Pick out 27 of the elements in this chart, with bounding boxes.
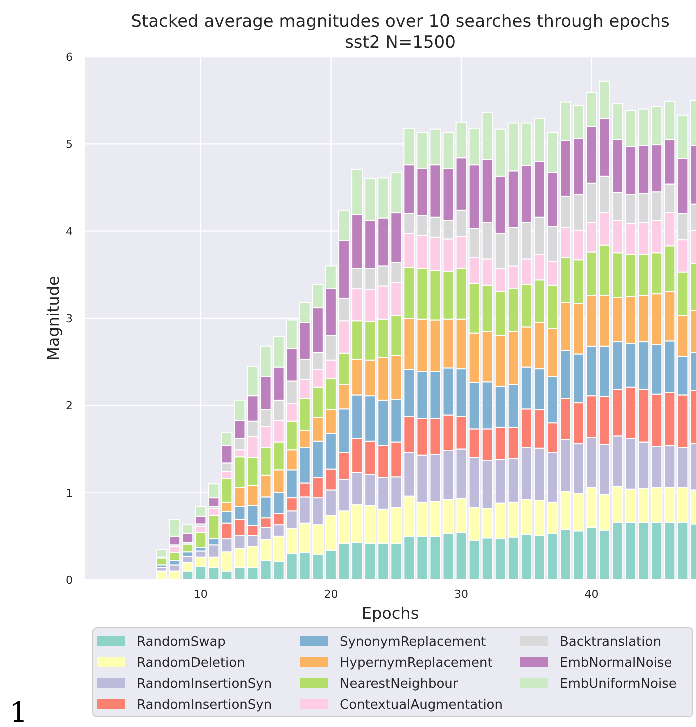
y-tick-label: 2 (66, 400, 73, 413)
chart-subtitle: sst2 N=1500 (345, 33, 456, 53)
y-tick-label: 0 (66, 574, 73, 587)
y-tick-label: 3 (66, 312, 73, 326)
x-axis-title: Epochs (362, 604, 420, 623)
x-tick-label: 40 (584, 588, 599, 601)
legend-label: RandomInsertionSyn (137, 677, 272, 692)
legend-label: RandomInsertionSyn (137, 698, 272, 713)
x-tick-label: 20 (324, 588, 338, 601)
chart-title: Stacked average magnitudes over 10 searches through epochs (131, 12, 670, 32)
legend-label: HypernymReplacement (340, 656, 493, 671)
y-tick-label: 1 (66, 486, 73, 500)
x-tick-label: 30 (454, 588, 468, 601)
legend-label: Backtranslation (560, 635, 662, 650)
legend-label: NearestNeighbour (340, 677, 459, 692)
legend-label: EmbUniformNoise (560, 677, 677, 692)
legend-label: RandomSwap (137, 635, 226, 650)
legend-label: SynonymReplacement (340, 635, 486, 650)
y-tick-label: 6 (66, 51, 73, 64)
x-tick-label: 10 (194, 588, 208, 601)
y-tick-label: 4 (66, 225, 73, 238)
legend-label: RandomDeletion (137, 656, 246, 671)
y-tick-label: 5 (66, 138, 73, 152)
text: 1 (10, 696, 28, 727)
y-axis-title: Magnitude (44, 276, 63, 361)
legend-label: ContextualAugmentation (340, 698, 503, 713)
legend-label: EmbNormalNoise (560, 656, 672, 671)
